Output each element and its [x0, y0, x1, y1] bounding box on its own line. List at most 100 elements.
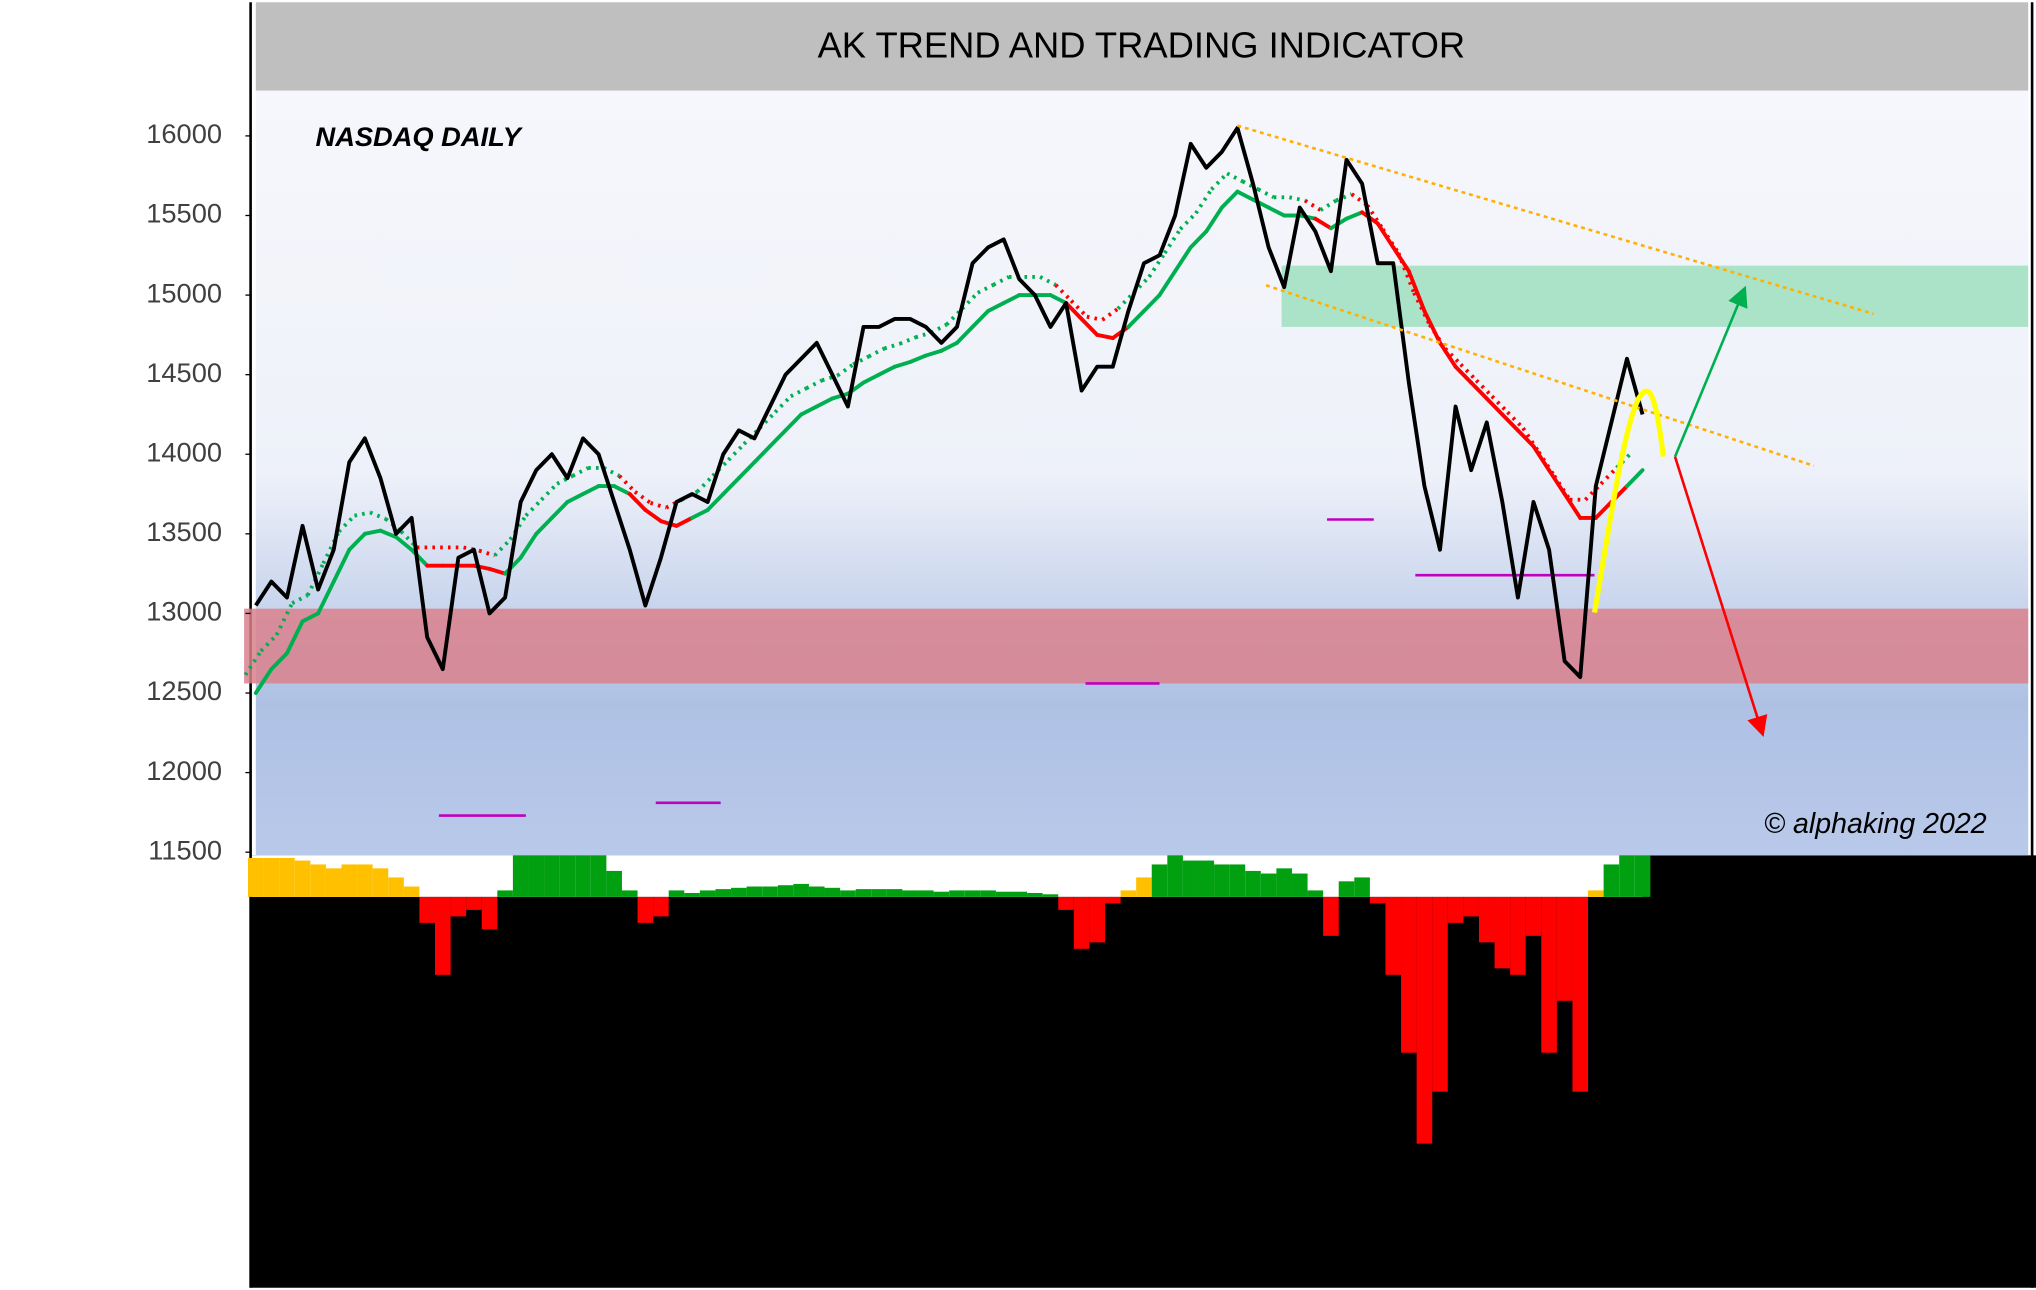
trend-dotted	[1163, 228, 1182, 255]
y-tick-label: 13000	[146, 596, 222, 627]
oscillator-bar	[1307, 890, 1324, 897]
oscillator-bar	[746, 886, 763, 897]
trend-dotted	[1101, 307, 1120, 322]
y-tick-label: 11500	[148, 834, 222, 865]
oscillator-bar	[263, 857, 280, 897]
trend-segment	[908, 353, 928, 364]
oscillator-bar	[434, 896, 451, 975]
trend-dotted	[1412, 291, 1432, 326]
oscillator-bar	[1619, 855, 1635, 897]
trend-segment	[1469, 380, 1489, 401]
oscillator-bar	[294, 860, 311, 897]
trend-dotted	[633, 490, 652, 505]
oscillator-bar	[1603, 864, 1620, 897]
trend-segment	[877, 364, 897, 377]
trend-segment	[1313, 216, 1333, 231]
oscillator-bar	[606, 870, 622, 897]
zone	[244, 608, 2029, 684]
oscillator-bar	[762, 886, 778, 897]
oscillator-bar	[325, 868, 342, 897]
trend-segment	[1515, 428, 1536, 449]
oscillator-bar	[1338, 881, 1355, 897]
trend-segment	[1235, 189, 1255, 202]
trend-segment	[1344, 210, 1365, 221]
oscillator-bar	[621, 890, 638, 897]
oscillator-bar	[637, 896, 654, 923]
oscillator-bar	[1291, 873, 1308, 897]
y-tick-label: 12500	[146, 675, 222, 706]
oscillator-bar	[357, 864, 373, 897]
oscillator-bar	[310, 864, 326, 897]
trend-segment	[285, 619, 305, 656]
trend-segment	[1126, 309, 1146, 329]
oscillator-bar	[1104, 896, 1121, 904]
trend-segment	[1625, 468, 1645, 489]
trend-dotted	[789, 386, 808, 399]
y-tick-label: 15500	[146, 198, 222, 229]
oscillator-bar	[450, 896, 467, 917]
oscillator-bar	[1058, 896, 1074, 910]
oscillator-bar	[731, 887, 747, 897]
trend-segment	[861, 372, 882, 385]
annotations	[1237, 124, 1875, 737]
trend-segment	[939, 340, 959, 353]
oscillator-bar	[886, 889, 903, 897]
oscillator-bar	[824, 887, 841, 897]
trend-dotted	[821, 373, 839, 383]
oscillator-bar	[902, 890, 919, 897]
oscillator-bar	[1027, 893, 1043, 897]
y-tick-label: 13500	[146, 516, 222, 547]
trend-segment	[955, 324, 975, 345]
trend-segment	[362, 528, 383, 536]
trend-segment	[814, 396, 835, 409]
trend-segment	[1157, 269, 1178, 298]
trend-dotted	[1427, 323, 1447, 350]
trend-dotted	[649, 501, 667, 510]
oscillator-bar	[1541, 896, 1557, 1053]
trend-dotted	[354, 510, 371, 518]
trend-segment	[1266, 205, 1287, 218]
trend-segment	[1406, 269, 1427, 313]
oscillator-bar	[1323, 896, 1339, 936]
trendline	[1265, 284, 1815, 468]
y-tick-label: 15000	[146, 277, 222, 308]
trend-dotted	[556, 474, 574, 486]
trend-segment	[799, 404, 819, 417]
oscillator-bar	[684, 893, 700, 897]
trend-dotted	[478, 548, 496, 558]
oscillator-bar	[341, 864, 358, 897]
oscillator-bar	[1525, 896, 1542, 936]
trend-segment	[612, 484, 632, 496]
trend-segment	[627, 492, 648, 512]
oscillator-bar	[1073, 896, 1090, 949]
oscillator-bar	[1136, 877, 1152, 897]
oscillator-bar	[1260, 873, 1277, 897]
trend-dotted	[867, 346, 886, 359]
oscillator-bar	[855, 889, 872, 897]
oscillator-bar	[1089, 896, 1105, 943]
oscillator-bar	[388, 877, 404, 897]
oscillator-bar	[372, 868, 389, 897]
oscillator-bar	[949, 890, 965, 897]
oscillator-bar	[1229, 864, 1246, 897]
y-tick-label: 12000	[146, 755, 222, 786]
trend-segment	[986, 301, 1006, 313]
trend-dotted	[930, 322, 948, 335]
oscillator-bar	[1432, 896, 1448, 1092]
trend-segment	[970, 309, 991, 329]
plot-background	[255, 90, 2029, 856]
trend-segment	[549, 500, 570, 520]
trend-segment	[1064, 301, 1084, 321]
oscillator-bar	[1447, 896, 1464, 923]
trend-segment	[1095, 332, 1115, 341]
trend-segment	[1204, 205, 1224, 234]
oscillator-bar	[1588, 890, 1604, 897]
oscillator-bar	[871, 889, 887, 897]
trend-segment	[1422, 309, 1442, 345]
oscillator-bar	[668, 890, 685, 897]
oscillator-panel	[250, 855, 2036, 1288]
trend-dotted	[1303, 198, 1322, 212]
trend-segment	[1142, 293, 1162, 313]
trend-dotted	[508, 514, 528, 541]
oscillator-bar	[466, 896, 482, 910]
